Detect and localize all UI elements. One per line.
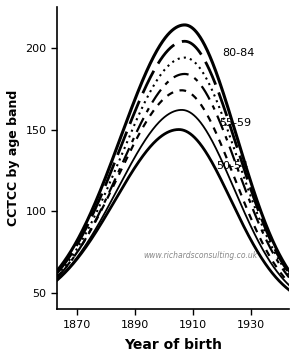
Text: 50-54: 50-54: [217, 161, 249, 171]
Text: www.richardsconsulting.co.uk: www.richardsconsulting.co.uk: [144, 251, 258, 260]
Y-axis label: CCTCC by age band: CCTCC by age band: [7, 90, 20, 226]
Text: 55-59: 55-59: [219, 118, 252, 128]
Text: 80-84: 80-84: [222, 48, 255, 58]
X-axis label: Year of birth: Year of birth: [124, 338, 222, 352]
